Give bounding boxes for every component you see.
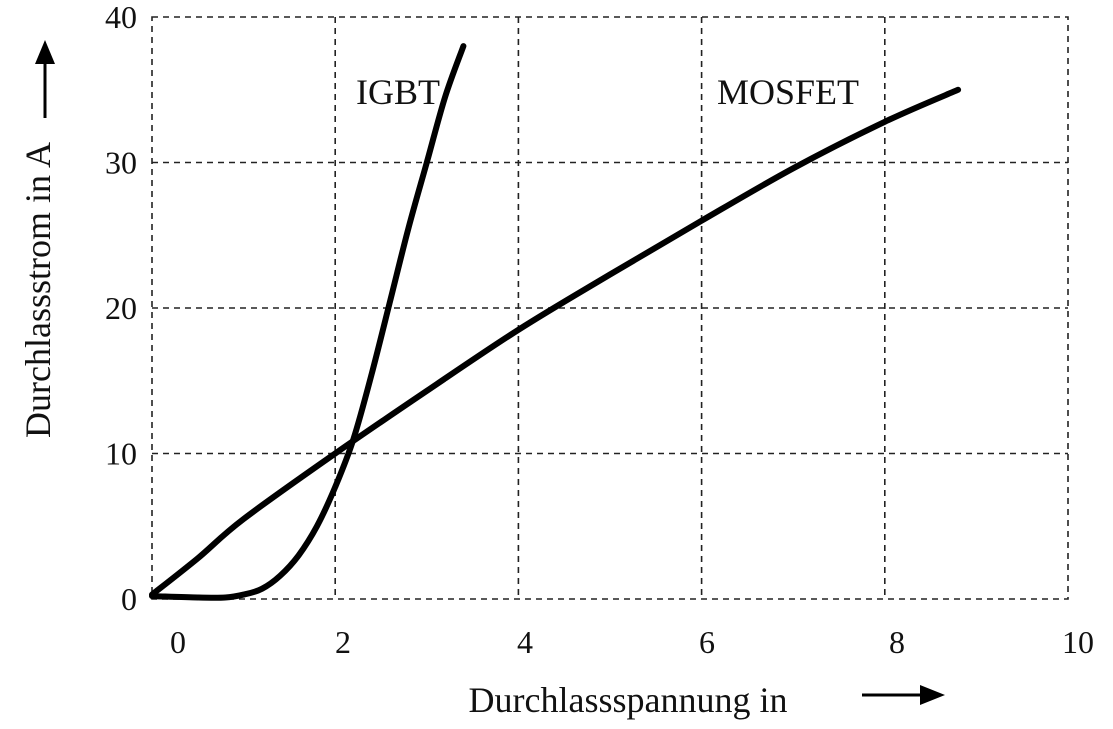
series-layer (149, 43, 962, 601)
x-tick-label: 4 (517, 624, 533, 660)
x-tick-label: 10 (1062, 624, 1094, 660)
y-tick-label: 40 (105, 0, 137, 35)
y-tick-label: 30 (105, 145, 137, 181)
x-tick-label: 6 (699, 624, 715, 660)
y-axis-label: Durchlassstrom in A (18, 142, 58, 438)
grid (151, 16, 1069, 600)
y-tick-label: 20 (105, 290, 137, 326)
series-line-mosfet (149, 86, 962, 598)
series-line-igbt (149, 43, 467, 601)
y-tick-label: 0 (121, 581, 137, 617)
tick-labels: 0 2 4 6 8 10 0 10 20 30 40 (105, 0, 1094, 660)
x-tick-label: 8 (889, 624, 905, 660)
y-tick-label: 10 (105, 436, 137, 472)
series-label-igbt: IGBT (356, 72, 440, 112)
y-axis-arrow-icon (35, 40, 55, 118)
x-tick-label: 2 (335, 624, 351, 660)
x-axis-label: Durchlassspannung in (469, 680, 788, 720)
x-tick-label: 0 (170, 624, 186, 660)
series-label-mosfet: MOSFET (717, 72, 859, 112)
x-axis-arrow-icon (862, 685, 945, 705)
